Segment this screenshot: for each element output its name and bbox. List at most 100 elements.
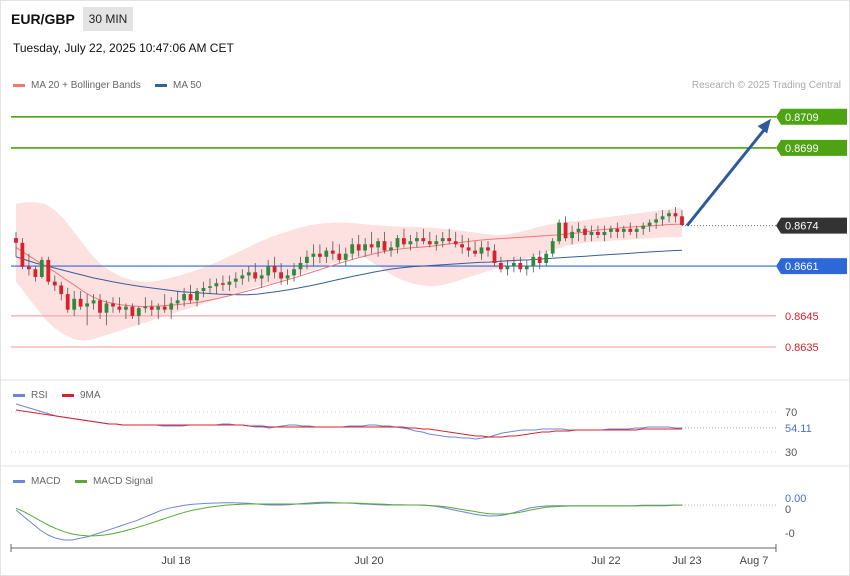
candle-body bbox=[279, 272, 283, 279]
candle-body bbox=[363, 244, 367, 251]
candle-body bbox=[647, 222, 652, 226]
candle-body bbox=[20, 242, 25, 267]
candle-body bbox=[143, 306, 148, 309]
candle-body bbox=[589, 231, 594, 235]
candle-body bbox=[117, 306, 122, 310]
bollinger-band bbox=[16, 202, 682, 341]
candle-body bbox=[46, 259, 51, 282]
candle-body bbox=[214, 283, 219, 287]
candle-body bbox=[609, 228, 613, 232]
candle-body bbox=[499, 263, 503, 270]
candle-body bbox=[65, 294, 70, 310]
candle-body bbox=[531, 256, 536, 267]
candle-body bbox=[415, 238, 419, 242]
candle-body bbox=[427, 241, 432, 245]
timeframe-button[interactable]: 30 MIN bbox=[83, 7, 133, 31]
candle-body bbox=[621, 228, 626, 232]
candle-body bbox=[408, 241, 413, 245]
datetime-label: Tuesday, July 22, 2025 10:47:06 AM CET bbox=[13, 41, 234, 55]
candle-body bbox=[59, 285, 64, 295]
rsi-ma-legend-label: 9MA bbox=[80, 390, 101, 401]
x-tick-label: Jul 18 bbox=[161, 555, 190, 567]
x-tick-label: Aug 7 bbox=[740, 555, 769, 567]
candle-body bbox=[292, 269, 296, 276]
rsi-last-label: 54.11 bbox=[785, 423, 812, 435]
candle-body bbox=[111, 303, 115, 307]
candle-body bbox=[382, 241, 387, 251]
candle-body bbox=[246, 272, 251, 276]
candle-body bbox=[550, 241, 555, 254]
candle-body bbox=[466, 247, 471, 251]
candle-body bbox=[447, 238, 452, 242]
candle-body bbox=[98, 300, 102, 313]
level-label-0.8709: 0.8709 bbox=[785, 112, 819, 124]
candle-body bbox=[460, 244, 464, 248]
candle-body bbox=[188, 294, 193, 301]
candle-body bbox=[402, 238, 406, 245]
candle-body bbox=[641, 225, 646, 229]
candle-body bbox=[337, 253, 342, 260]
candle-body bbox=[52, 281, 57, 286]
candle-body bbox=[182, 294, 186, 301]
ma50-line bbox=[15, 249, 683, 296]
macd-signal-legend-label: MACD Signal bbox=[93, 476, 154, 487]
candle-body bbox=[227, 281, 232, 285]
candle-body bbox=[124, 306, 128, 310]
candle-body bbox=[518, 263, 523, 270]
level-label-0.8645: 0.8645 bbox=[785, 311, 819, 323]
candle-body bbox=[91, 300, 96, 304]
candle-body bbox=[324, 250, 329, 257]
forecast-arrow-head bbox=[757, 118, 771, 134]
candle-body bbox=[557, 222, 561, 242]
ma20-legend-label: MA 20 + Bollinger Bands bbox=[31, 80, 141, 91]
candle-body bbox=[673, 213, 678, 217]
rsi-ma-line bbox=[15, 409, 682, 438]
legend-ma20: MA 20 + Bollinger Bands bbox=[13, 80, 141, 91]
candle-body bbox=[395, 238, 400, 248]
candle-body bbox=[72, 298, 77, 310]
rsi-ref-label: 70 bbox=[785, 407, 797, 419]
candle-body bbox=[369, 244, 374, 248]
level-tag-0.8661 bbox=[776, 258, 847, 275]
candle-body bbox=[356, 244, 361, 251]
candle-body bbox=[667, 213, 671, 217]
candle-body bbox=[298, 263, 303, 270]
candle-body bbox=[654, 219, 658, 223]
candle-body bbox=[492, 250, 497, 263]
candle-body bbox=[221, 283, 225, 285]
candle-body bbox=[583, 228, 587, 235]
macd-line bbox=[15, 501, 682, 541]
x-tick-label: Jul 22 bbox=[591, 555, 620, 567]
candle-body bbox=[156, 306, 161, 310]
rsi-legend-label: RSI bbox=[31, 390, 48, 401]
macd-signal-swatch bbox=[75, 479, 87, 483]
candle-body bbox=[376, 241, 380, 248]
candle-body bbox=[660, 216, 665, 220]
candle-body bbox=[473, 250, 477, 254]
candle-body bbox=[285, 275, 290, 279]
macd-zero-label: 0 bbox=[785, 504, 791, 516]
candle-body bbox=[505, 266, 510, 270]
candle-body bbox=[149, 306, 154, 310]
candle-body bbox=[596, 231, 600, 235]
candle-body bbox=[39, 259, 44, 277]
macd-last-label: 0.00 bbox=[785, 493, 806, 505]
level-label-0.8699: 0.8699 bbox=[785, 143, 819, 155]
candle-body bbox=[389, 247, 393, 251]
forecast-arrow bbox=[685, 127, 767, 227]
candle-body bbox=[130, 306, 135, 316]
candle-body bbox=[350, 244, 355, 254]
candle-body bbox=[680, 216, 684, 225]
symbol-label: EUR/GBP bbox=[11, 11, 75, 27]
candle-body bbox=[343, 253, 348, 260]
candle-body bbox=[136, 308, 141, 316]
macd-signal-line bbox=[15, 502, 682, 537]
level-tag-0.8699 bbox=[776, 139, 847, 156]
ma50-swatch bbox=[155, 83, 167, 87]
candle-body bbox=[479, 247, 484, 254]
candle-body bbox=[104, 303, 109, 313]
candle-body bbox=[615, 228, 620, 232]
candle-body bbox=[524, 266, 529, 270]
candle-body bbox=[266, 266, 271, 276]
candle-body bbox=[563, 222, 568, 239]
